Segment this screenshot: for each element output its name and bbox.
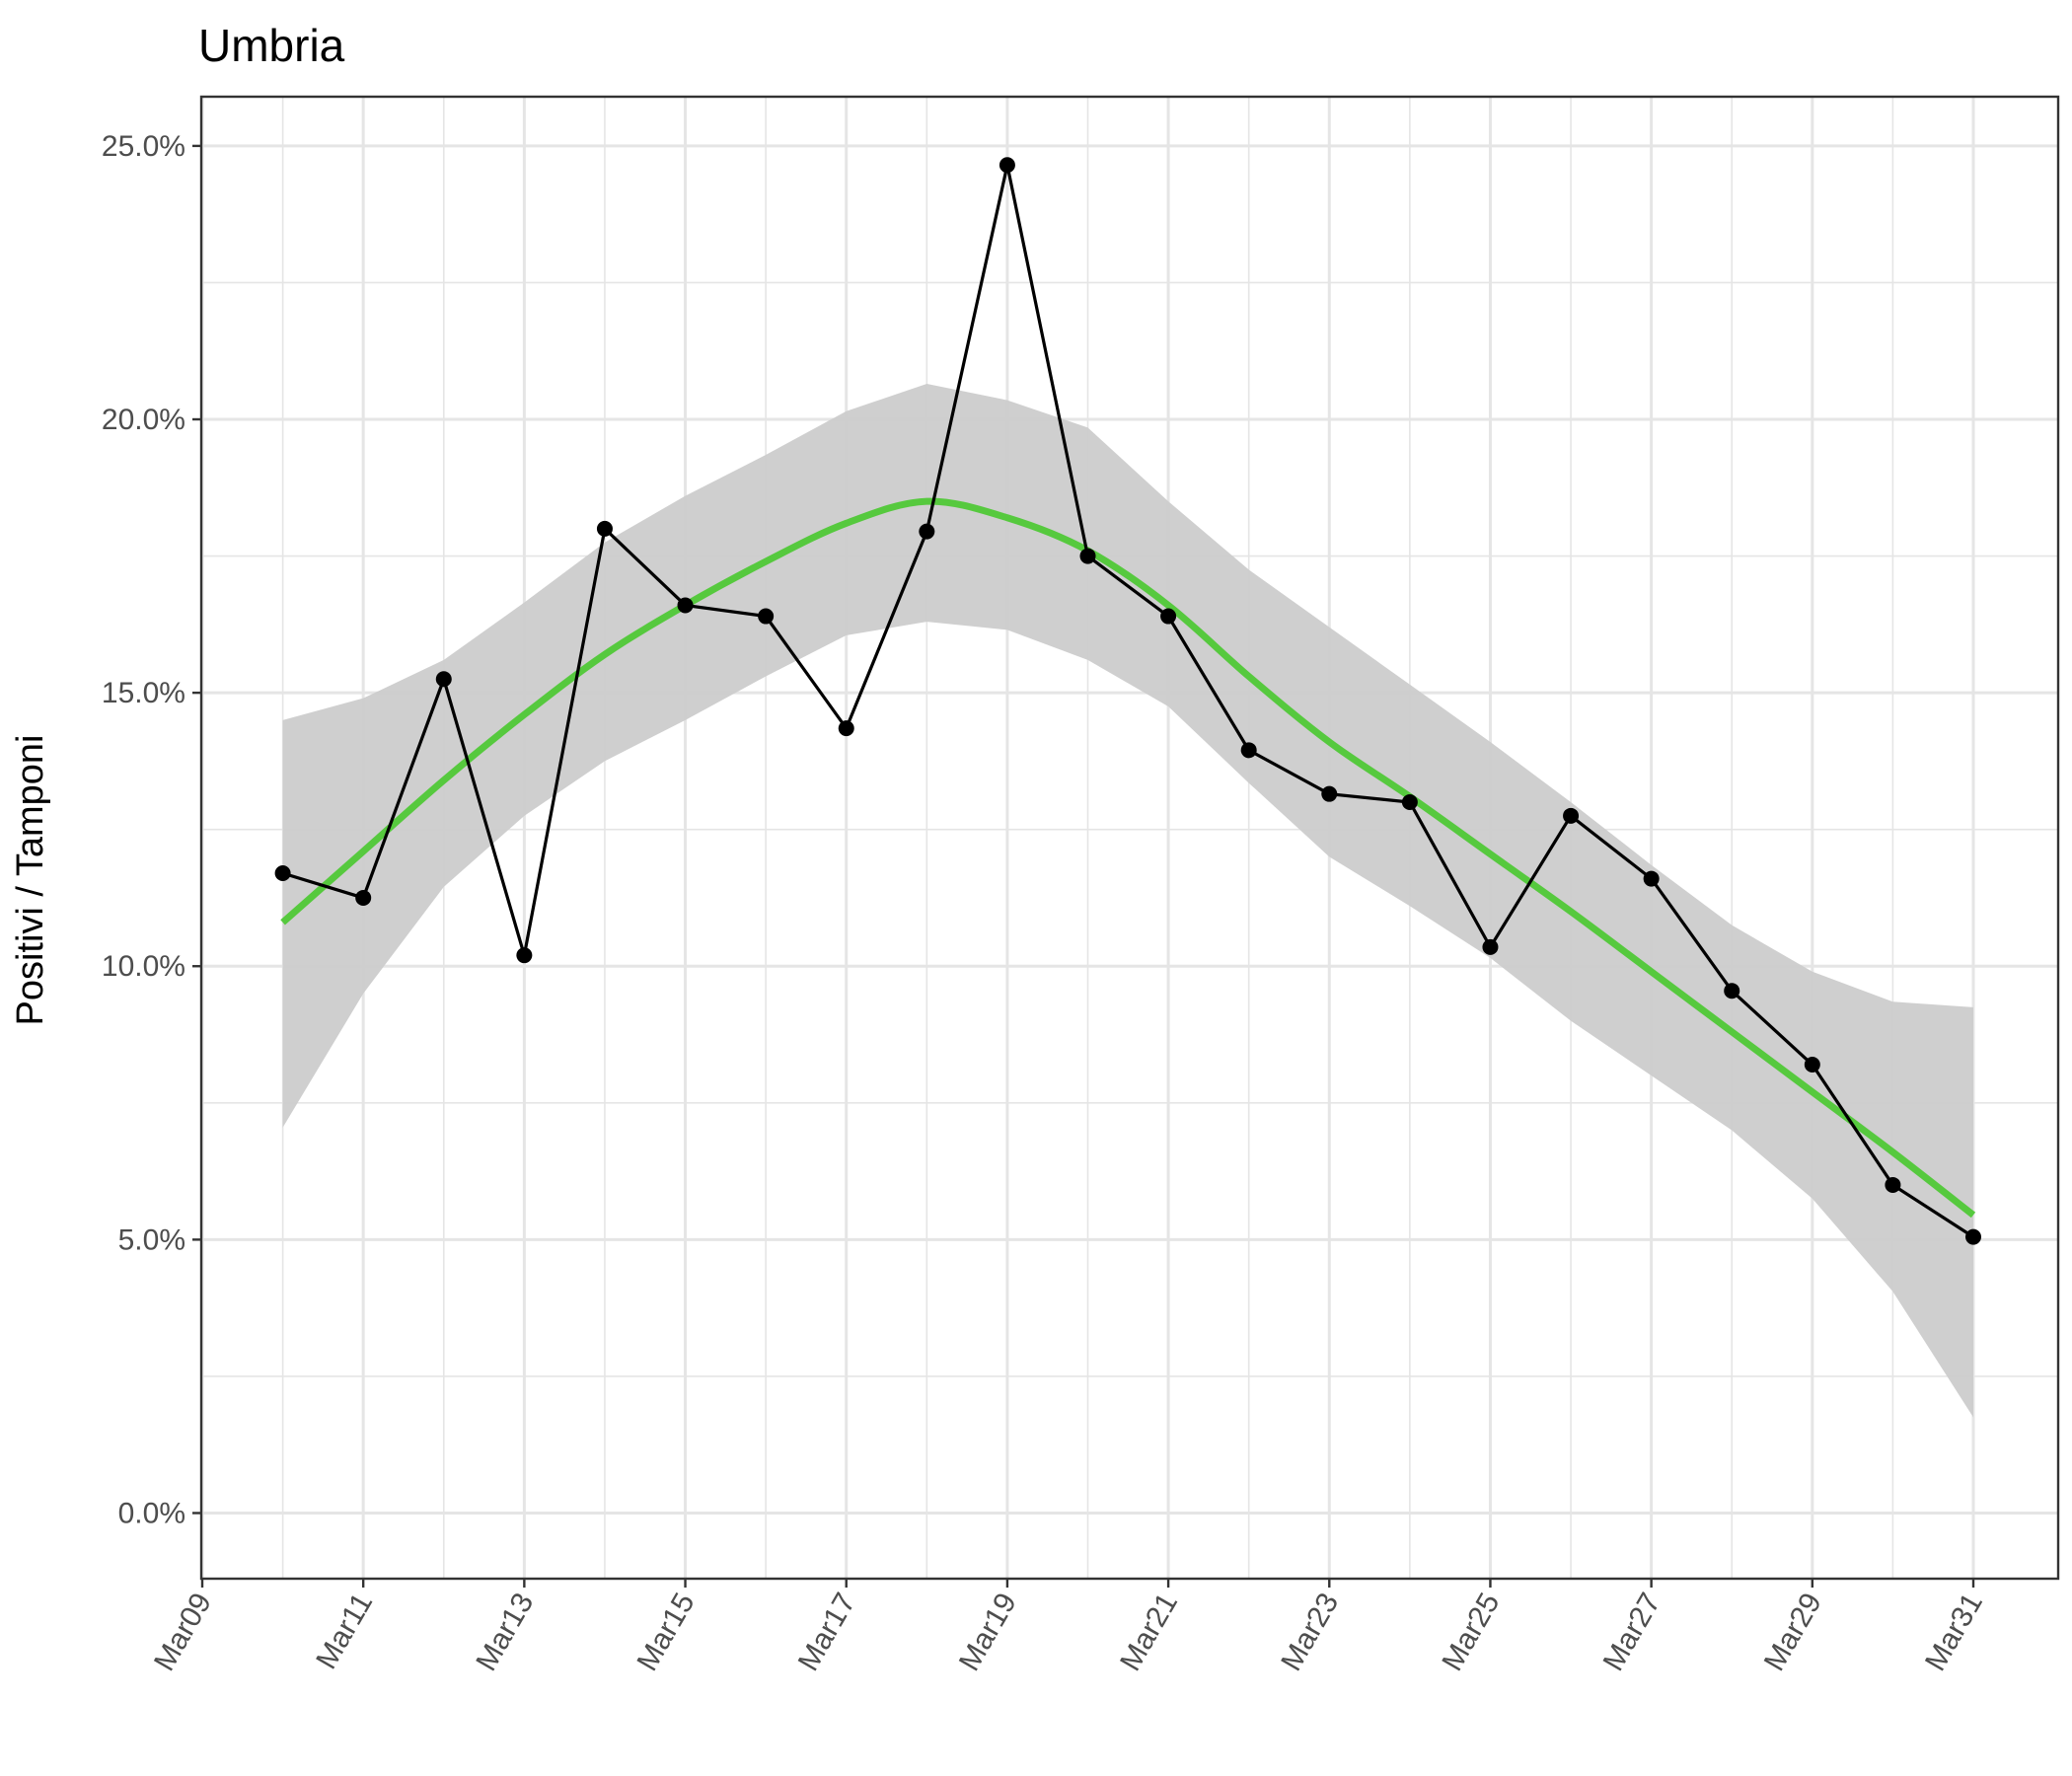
observed-points [274,157,1981,1245]
panel-frame [199,95,2060,1581]
data-point [999,157,1015,174]
data-point [355,889,372,906]
data-point [1643,870,1660,887]
data-point [919,523,935,540]
confidence-band [282,383,1973,1418]
data-point [758,608,775,625]
observed-series [282,164,1974,1238]
data-point [1804,1057,1820,1073]
y-tick-label: 10.0% [102,950,185,983]
y-axis-label: Positivi / Tamponi [10,735,51,1026]
smooth-trend [280,497,1976,1219]
confidence-band-area [282,383,1973,1418]
data-point [1563,807,1580,824]
data-point [1401,793,1418,810]
data-point [435,671,452,688]
observed-series-line [282,164,1974,1238]
y-tick-label: 5.0% [118,1223,185,1256]
panel-border [199,95,2060,1581]
data-point [1321,785,1338,802]
y-axis: 0.0% 5.0% 10.0% 15.0% 20.0% 25.0% [102,130,201,1529]
data-point [1160,608,1177,625]
data-point [1724,983,1740,999]
data-point [1885,1176,1901,1193]
y-tick-label: 15.0% [102,677,185,709]
y-tick-label: 20.0% [102,404,185,436]
data-point [1965,1228,1981,1245]
data-point [516,947,533,964]
data-point [274,865,291,882]
data-point [596,520,613,537]
data-point [677,597,694,614]
y-tick-label: 0.0% [118,1497,185,1529]
data-point [1240,742,1257,759]
data-point [1482,938,1499,955]
data-point [838,720,854,737]
chart-title: Umbria [198,20,345,71]
smooth-trend-line [280,497,1976,1219]
y-tick-label: 25.0% [102,130,185,163]
data-point [1079,548,1096,564]
